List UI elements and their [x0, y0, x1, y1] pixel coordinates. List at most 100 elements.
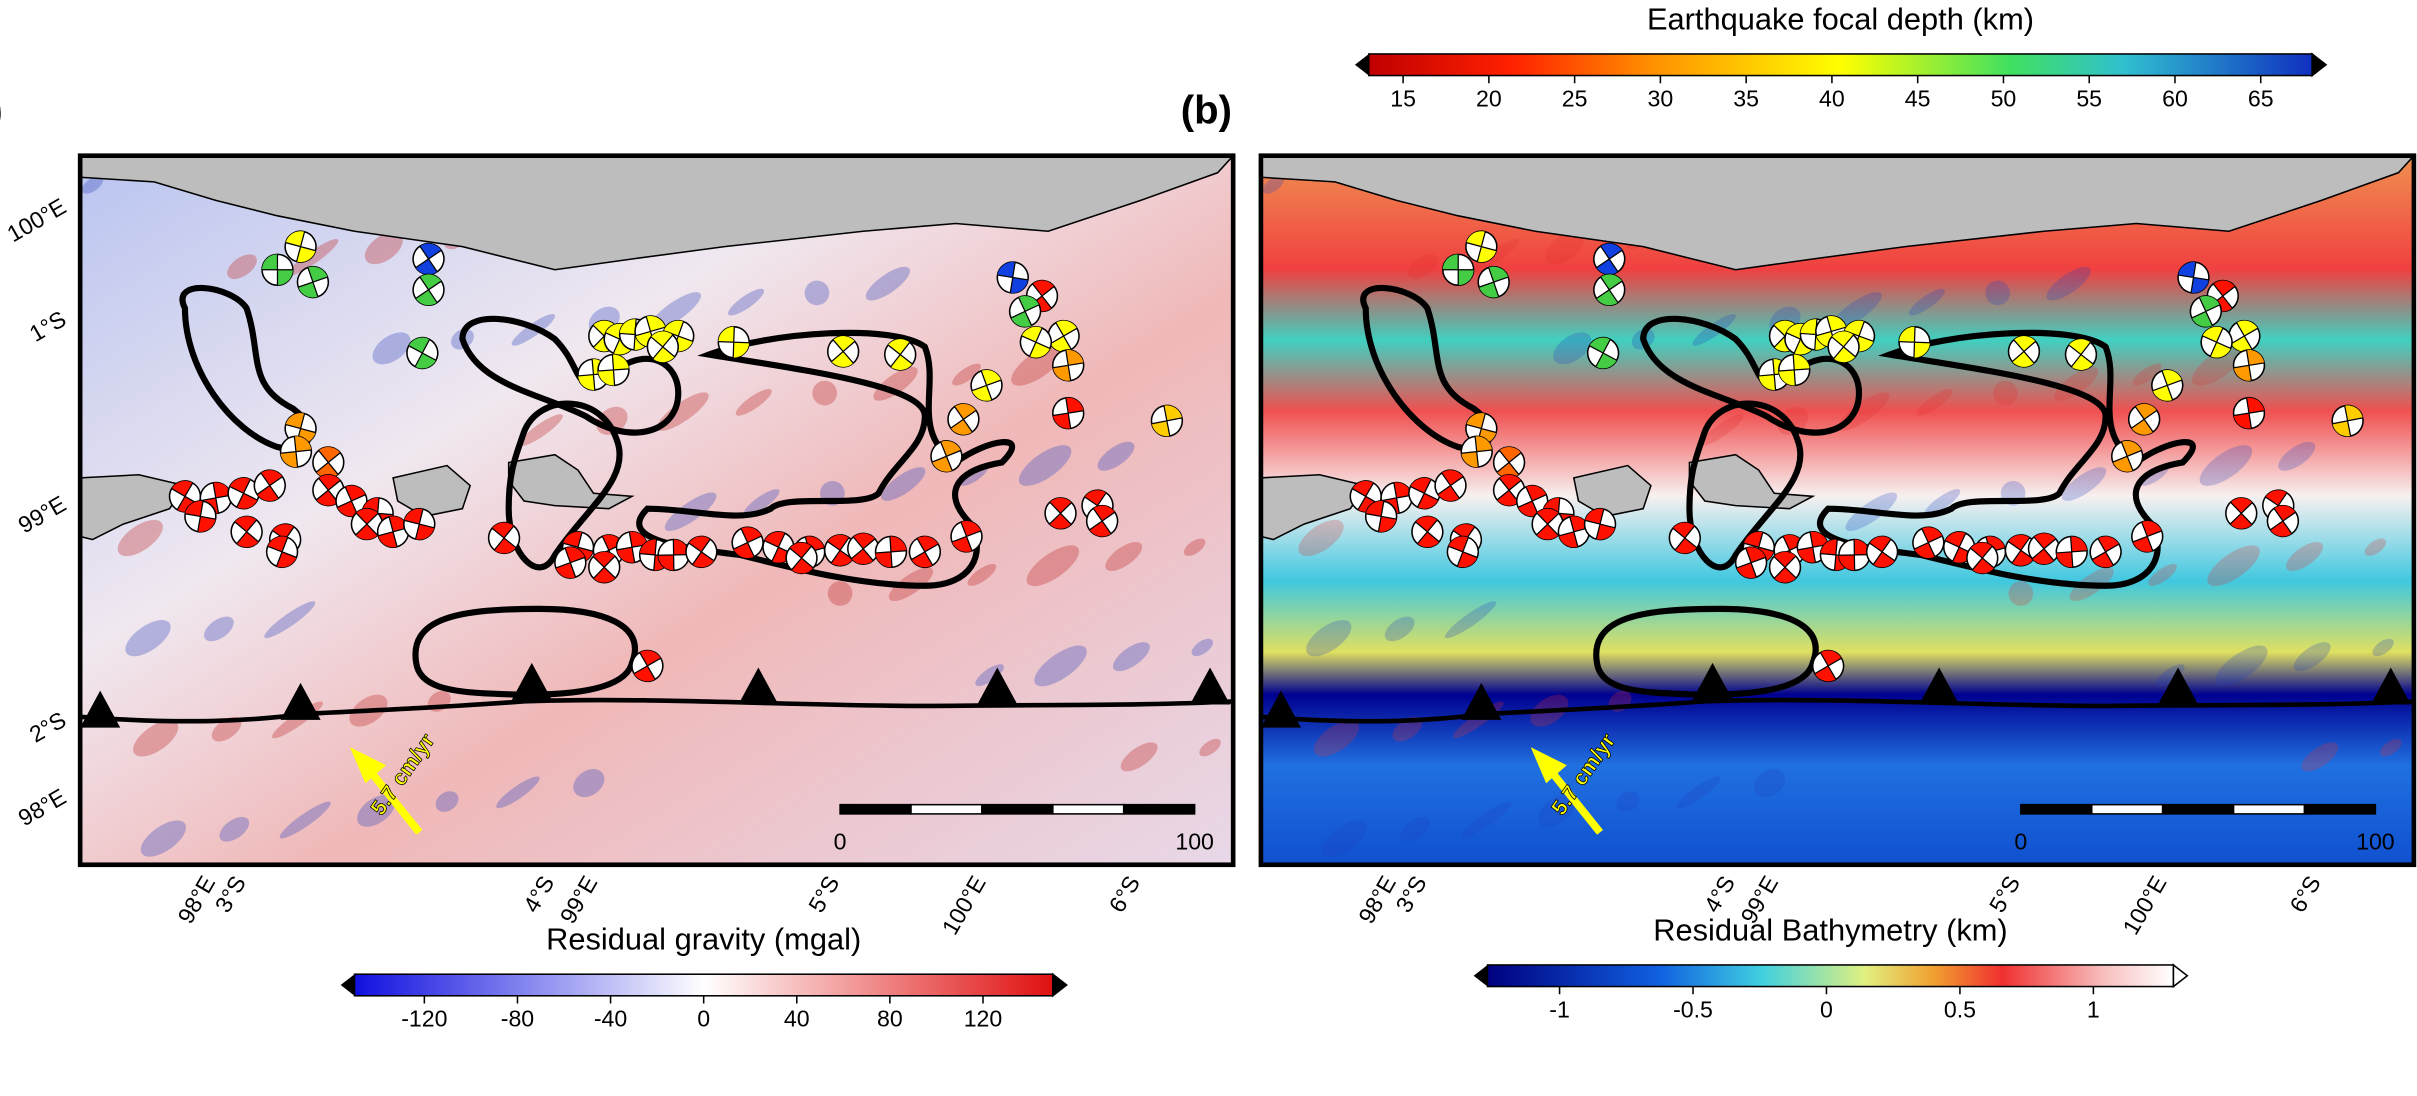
focal-mechanism: [908, 535, 942, 569]
beachball-quadrant: [635, 316, 666, 347]
focal-mechanism: [412, 242, 445, 276]
nodal-plane: [875, 536, 907, 568]
nodal-plane: [2191, 297, 2221, 326]
texture-blob: [804, 280, 830, 306]
focal-mechanism: [2151, 369, 2184, 402]
focal-mechanism: [279, 435, 313, 468]
colorbar-tick-label: -0.5: [1673, 996, 1713, 1022]
nodal-plane: [1814, 652, 1842, 680]
nodal-plane: [2131, 406, 2158, 433]
texture-blob: [865, 266, 910, 301]
nodal-plane: [2091, 538, 2120, 566]
nodal-plane: [851, 536, 876, 561]
bottom-axis-label: 6°S: [2284, 871, 2325, 916]
focal-mechanism: [731, 526, 764, 559]
focal-mechanism: [2200, 326, 2233, 359]
trench-triangle: [511, 662, 552, 700]
texture-blob: [1306, 620, 1352, 657]
texture-blob: [1916, 388, 1953, 416]
scale-bar-label: 0: [2014, 828, 2027, 854]
nodal-plane: [2011, 339, 2036, 364]
texture-blob: [2380, 738, 2402, 757]
nodal-plane: [415, 245, 442, 273]
land: [80, 155, 1234, 271]
contour: [412, 605, 638, 698]
texture-blob: [1400, 816, 1430, 842]
texture-blob: [735, 388, 772, 416]
scale-bar-label: 0: [834, 828, 847, 854]
focal-mechanism: [230, 515, 263, 549]
trench-triangle: [1919, 667, 1960, 705]
focal-mechanism: [1008, 295, 1042, 328]
texture-blob: [1199, 738, 1221, 757]
texture-blob: [967, 564, 997, 586]
texture-blob: [1034, 645, 1087, 687]
colorbar-tick-label: 25: [1562, 85, 1588, 111]
colorbar-tick-label: 0.5: [1944, 996, 1976, 1022]
texture-blob: [117, 519, 163, 557]
beachball-quadrant: [888, 339, 913, 370]
beachball-quadrant: [1050, 320, 1077, 352]
focal-mechanism: [2055, 535, 2088, 569]
bottom-axis-label: 6°S: [1104, 871, 1145, 916]
left-axis-label: 100°E: [3, 193, 71, 247]
left-axis-label: 2°S: [25, 706, 70, 747]
nodal-plane: [2152, 370, 2182, 401]
focal-mechanism: [2232, 396, 2266, 430]
left-axis-label: 1°S: [25, 306, 70, 347]
focal-mechanism: [376, 515, 410, 549]
focal-mechanism: [2225, 497, 2258, 530]
focal-mechanism: [1593, 242, 1626, 276]
beachball-quadrant: [1797, 531, 1828, 563]
nodal-plane: [789, 545, 814, 571]
beachball-quadrant: [1151, 405, 1183, 437]
map-content: 5.7 cm/yr0 100: [1260, 155, 2414, 865]
focal-mechanism: [403, 507, 436, 541]
focal-mechanism: [2004, 534, 2038, 567]
focal-mechanism: [554, 546, 587, 579]
focal-mechanism: [1838, 538, 1871, 572]
texture-blob: [1985, 280, 2011, 306]
focal-mechanism: [950, 520, 983, 553]
nodal-plane: [229, 479, 258, 508]
focal-mechanism: [227, 477, 260, 510]
texture-blob: [1392, 716, 1423, 742]
focal-mechanism: [884, 338, 917, 371]
focal-mechanism: [970, 369, 1003, 402]
trench: [1260, 697, 2414, 724]
focal-mechanism: [1778, 353, 1811, 387]
texture-blob: [1537, 794, 1576, 827]
bottom-axis-label: 5°S: [803, 871, 844, 916]
focal-mechanism: [2111, 440, 2144, 473]
focal-mechanism: [1019, 326, 1053, 359]
nodal-plane: [1536, 512, 1560, 536]
colorbar-tick-label: 120: [964, 1006, 1003, 1032]
scale-bar-segment: [910, 803, 983, 815]
bottom-axis-label: 4°S: [1699, 871, 1740, 916]
contour: [1593, 605, 1819, 698]
colorbar-end: [340, 974, 355, 996]
texture-blob: [133, 720, 179, 757]
focal-mechanism: [296, 265, 330, 299]
colorbar-tick-label: 0: [697, 1006, 710, 1032]
plate-arrow: [349, 747, 423, 835]
contour: [1817, 329, 2196, 589]
nodal-plane: [1478, 267, 1509, 297]
nodal-plane: [598, 354, 629, 386]
nodal-plane: [415, 276, 442, 303]
texture-blob: [2301, 742, 2339, 772]
texture-blob: [287, 239, 339, 276]
colorbar-tick-label: 20: [1476, 85, 1502, 111]
nodal-plane: [2233, 397, 2265, 429]
nodal-plane: [2269, 508, 2296, 535]
island: [392, 464, 472, 518]
nodal-plane: [1151, 405, 1183, 437]
texture-blob: [264, 601, 316, 639]
focal-mechanism: [1516, 484, 1549, 518]
scale-bar-label: 100: [1175, 828, 1214, 854]
focal-mechanism: [312, 446, 345, 479]
beachball-quadrant: [1365, 500, 1397, 532]
nodal-plane: [298, 267, 328, 297]
colorbar-tick-label: 0: [1820, 996, 1833, 1022]
